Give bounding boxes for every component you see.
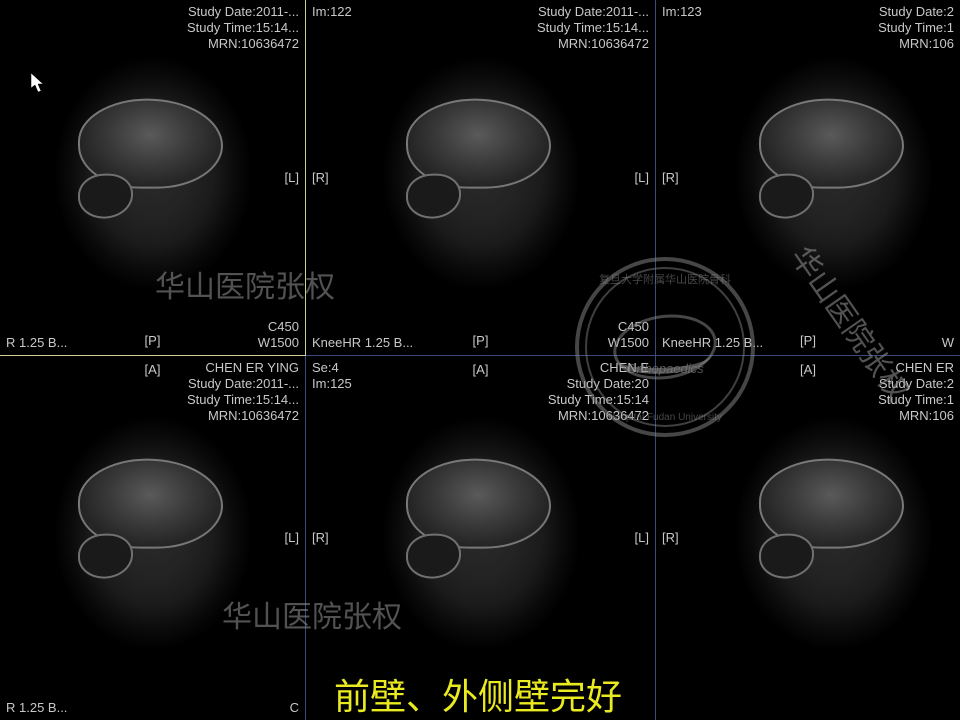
ct-scan-image [704,43,960,323]
orientation-l: [L] [285,530,299,546]
patient-info-overlay: Study Date:2011-... Study Time:15:14... … [537,4,649,52]
series-desc: KneeHR 1.25 B... [662,335,763,351]
patient-info-overlay: CHEN ER YING Study Date:2011-... Study T… [187,360,299,424]
dicom-grid: Study Date:2011-... Study Time:15:14... … [0,0,960,720]
ct-scan-image [23,404,283,684]
series-desc: R 1.25 B... [6,700,67,716]
patient-info-overlay: CHEN ER Study Date:2 Study Time:1 MRN:10… [878,360,954,424]
ct-scan-image [351,43,611,323]
patient-info-overlay: Study Date:2Study Time:1MRN:106 [878,4,954,52]
series-desc: KneeHR 1.25 B... [312,335,413,351]
orientation-p: [P] [473,333,489,349]
series-desc: R 1.25 B... [6,335,67,351]
ct-scan-image [704,404,960,684]
orientation-p: [P] [145,333,161,349]
dicom-cell-4[interactable]: CHEN ER YING Study Date:2011-... Study T… [0,356,306,720]
dicom-cell-5[interactable]: Se:4Im:125 CHEN E Study Date:20 Study Ti… [306,356,656,720]
patient-info-overlay: Study Date:2011-... Study Time:15:14... … [187,4,299,52]
dicom-cell-3[interactable]: Im:123 Study Date:2Study Time:1MRN:106 [… [656,0,960,356]
orientation-a: [A] [800,362,816,378]
orientation-l: [L] [635,530,649,546]
dicom-cell-2[interactable]: Im:122 Study Date:2011-... Study Time:15… [306,0,656,356]
patient-info-overlay: CHEN E Study Date:20 Study Time:15:14 MR… [548,360,649,424]
series-image-number: Se:4Im:125 [312,360,352,392]
window-level: C450W1500 [258,319,299,351]
image-number: Im:123 [662,4,702,20]
ct-scan-image [351,404,611,684]
orientation-r: [R] [312,530,329,546]
window-center: C [290,700,299,716]
ct-scan-image [23,43,283,323]
orientation-a: [A] [473,362,489,378]
orientation-l: [L] [635,170,649,186]
orientation-l: [L] [285,170,299,186]
orientation-a: [A] [145,362,161,378]
window-width: W [942,335,954,351]
annotation-caption: 前壁、外侧壁完好 [334,668,622,720]
orientation-r: [R] [662,170,679,186]
dicom-cell-6[interactable]: CHEN ER Study Date:2 Study Time:1 MRN:10… [656,356,960,720]
image-number: Im:122 [312,4,352,20]
window-level: C450W1500 [608,319,649,351]
dicom-cell-1[interactable]: Study Date:2011-... Study Time:15:14... … [0,0,306,356]
orientation-p: [P] [800,333,816,349]
orientation-r: [R] [662,530,679,546]
orientation-r: [R] [312,170,329,186]
